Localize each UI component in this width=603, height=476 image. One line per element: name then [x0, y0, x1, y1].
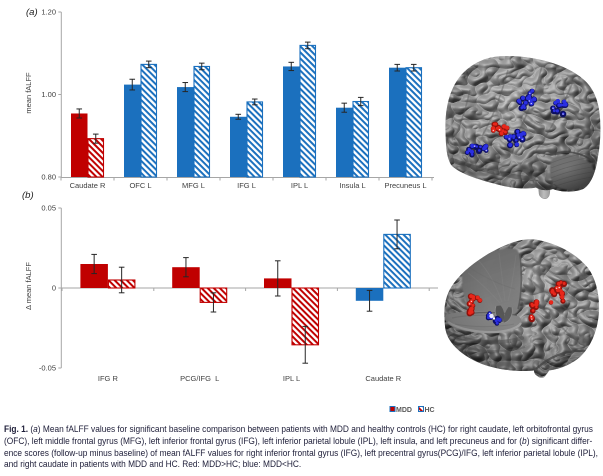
svg-text:1.00: 1.00 — [41, 90, 56, 99]
svg-text:HC: HC — [425, 407, 435, 414]
svg-text:1.20: 1.20 — [41, 8, 56, 17]
svg-text:IFG R: IFG R — [98, 374, 119, 383]
svg-text:-0.05: -0.05 — [39, 364, 56, 373]
svg-text:PCG/IFG L: PCG/IFG L — [180, 374, 219, 383]
svg-text:IFG L: IFG L — [237, 181, 256, 190]
svg-text:OFC L: OFC L — [129, 181, 151, 190]
svg-text:(a): (a) — [26, 7, 40, 18]
svg-text:0: 0 — [52, 284, 56, 293]
svg-text:Precuneus L: Precuneus L — [384, 181, 426, 190]
svg-text:MDD: MDD — [396, 407, 412, 414]
svg-text:Δ mean fALFF: Δ mean fALFF — [24, 262, 33, 310]
svg-text:Insula L: Insula L — [339, 181, 365, 190]
svg-text:mean fALFF: mean fALFF — [24, 72, 33, 114]
svg-text:Caudate R: Caudate R — [365, 374, 401, 383]
svg-text:IPL L: IPL L — [283, 374, 300, 383]
svg-text:(b): (b) — [22, 190, 34, 201]
svg-text:Caudate R: Caudate R — [70, 181, 106, 190]
svg-text:0.80: 0.80 — [41, 173, 56, 182]
svg-text:IPL L: IPL L — [291, 181, 308, 190]
svg-text:MFG L: MFG L — [182, 181, 205, 190]
svg-text:0.05: 0.05 — [41, 204, 56, 213]
